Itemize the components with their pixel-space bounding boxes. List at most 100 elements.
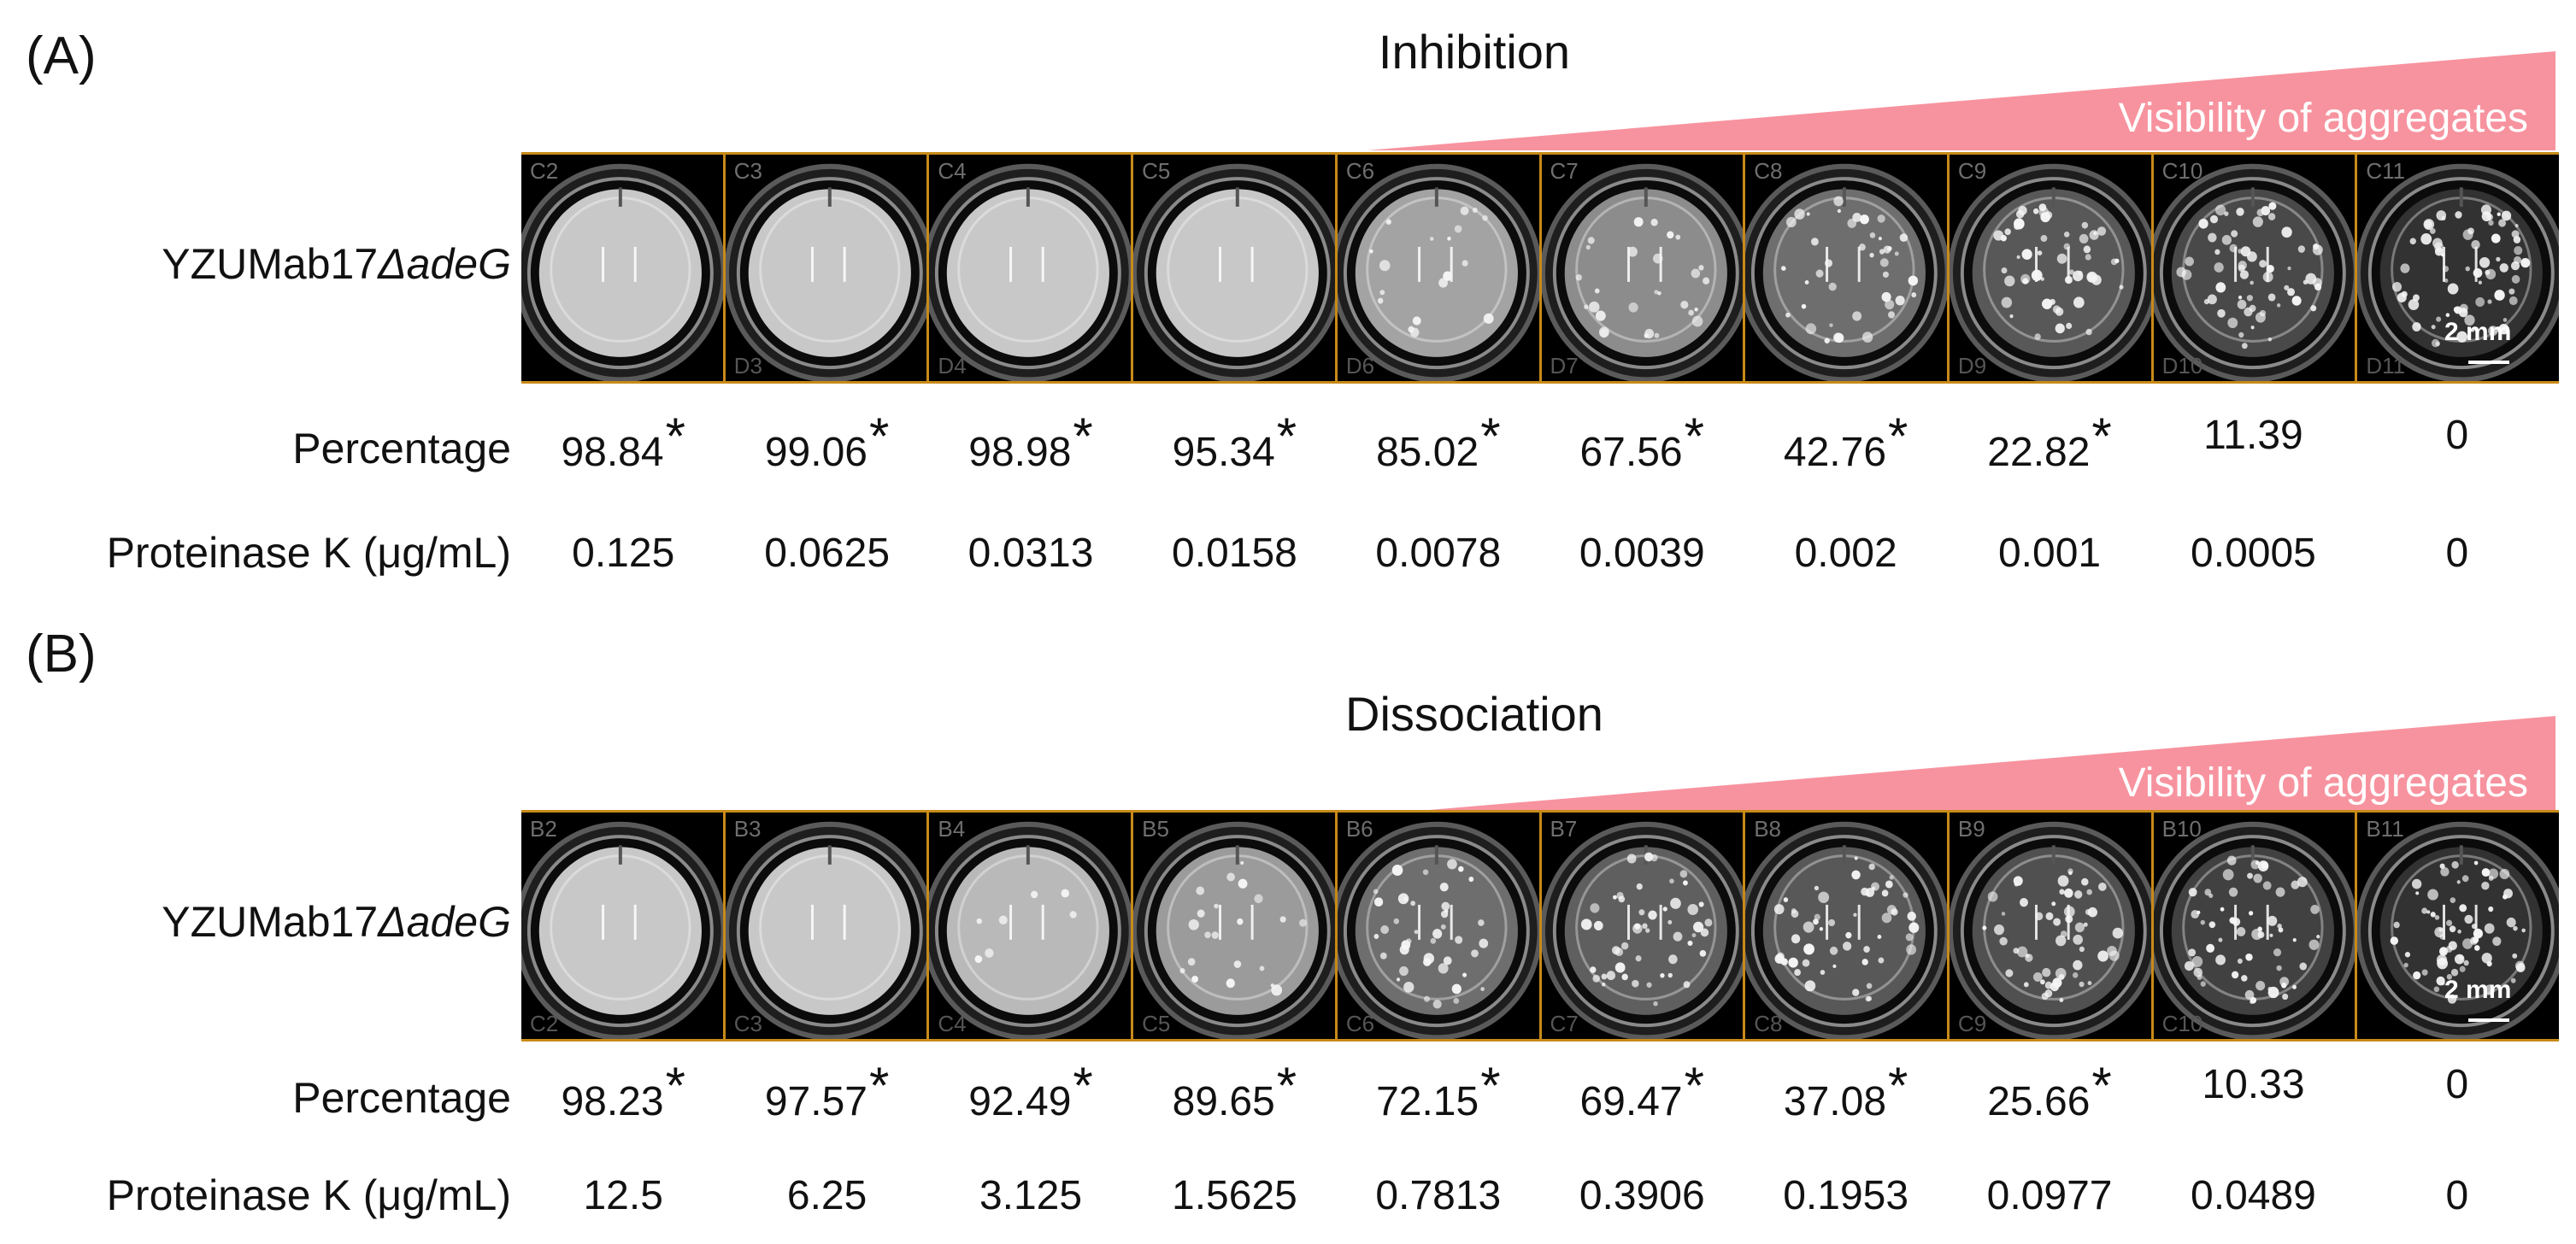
aggregate-dot [1908,922,1920,933]
aggregate-dot [2055,307,2064,316]
aggregate-dot [2491,233,2501,244]
well-image: C8 [1743,155,1947,381]
well-notch [618,845,622,865]
aggregate-dot [1881,912,1892,924]
well-image: C7 D7 [1538,155,1744,381]
aggregate-dot [1659,973,1665,978]
aggregate-dot [1691,268,1700,279]
well-id-label: B9 [1957,816,1985,842]
well-id-label-bottom: D9 [1957,353,1987,378]
concentration-value: 0.0158 [1172,531,1297,576]
aggregate-dot [1457,866,1464,872]
aggregate-dot [1785,312,1791,318]
aggregate-dot [2240,975,2248,982]
aggregate-dot [1653,290,1658,295]
aggregate-dot [2246,295,2253,302]
significance-star: * [1888,408,1908,465]
well-notch [1235,845,1239,865]
aggregate-dot [2516,962,2526,973]
well-id-label-bottom: C5 [1142,1011,1171,1036]
aggregate-dot [1774,904,1785,915]
aggregate-dot [1615,891,1624,900]
aggregate-dot [2079,981,2085,988]
aggregate-dot [1636,883,1643,890]
aggregate-dot [1591,974,1600,983]
well-reflection [1009,246,1013,282]
concentration-label: Proteinase K (μg/mL) [106,529,511,577]
well-reflection [633,904,637,940]
aggregate-dot [2511,977,2516,983]
well-reflection [2474,904,2478,940]
aggregate-dot [2068,269,2074,275]
aggregate-dot [2256,926,2262,932]
aggregate-dot [1794,969,1802,977]
aggregate-dot [2055,967,2067,979]
well-drawing [1949,821,2151,1039]
aggregate-dot [976,918,983,924]
percentage-value: 92.49 [968,1079,1072,1124]
aggregate-dot [1633,217,1644,227]
aggregate-dot [1444,909,1449,913]
significance-star: * [1480,408,1501,465]
percentage-value: 11.39 [2203,413,2303,458]
aggregate-dot [1385,219,1391,225]
aggregate-dot [1801,303,1807,309]
well-liquid [2380,189,2544,357]
concentration-value: 1.5625 [1172,1173,1297,1218]
well-id-label: C3 [733,158,762,184]
aggregate-dot [2421,907,2428,914]
aggregate-dot [1589,903,1599,913]
percentage-cell: 0 [2355,1061,2559,1120]
well-reflection [1219,246,1222,282]
well-id-label-bottom: C3 [733,1011,762,1036]
significance-star: * [868,1057,890,1114]
aggregate-dot [2238,261,2247,270]
aggregate-dot [2074,922,2085,933]
aggregate-dot [2291,984,2297,989]
aggregate-dot [2403,962,2409,968]
aggregate-dot [1905,933,1914,942]
well-notch [1644,187,1648,207]
aggregate-dot [1682,880,1688,886]
aggregate-dot [2060,930,2067,938]
aggregate-dot [2390,936,2399,945]
well-reflection [1009,904,1013,940]
aggregate-dot [1814,885,1820,891]
well-notch [1434,187,1438,207]
aggregate-dot [2184,256,2194,267]
aggregate-dot [1412,316,1421,326]
well-drawing [2153,821,2355,1039]
aggregate-dot [2275,887,2285,897]
visibility-wedge: Visibility of aggregates [1367,716,2555,815]
aggregate-dot [2494,290,2506,301]
aggregate-dot [1632,923,1643,934]
well-id-label-bottom: C8 [1754,1011,1783,1036]
aggregate-dot [2427,889,2439,901]
well-drawing [2357,163,2560,381]
aggregate-dot [2446,919,2453,927]
aggregate-dot [2086,271,2097,283]
percentage-cell: 89.65* [1132,1057,1336,1127]
significance-star: * [1684,408,1704,465]
aggregate-dot [2513,236,2521,244]
aggregate-dot [2405,952,2411,958]
percentage-cell: 99.06* [725,408,928,478]
aggregate-dot [2463,959,2470,966]
strain-label: YZUMab17ΔadeG [162,897,511,947]
aggregate-dot [1454,936,1463,944]
aggregate-dot [2073,296,2085,308]
aggregate-dot [2278,927,2284,933]
aggregate-dot [985,948,994,958]
aggregate-dot [2253,873,2262,883]
well-id-label: B8 [1754,816,1782,842]
wedge-label: Visibility of aggregates [2118,760,2528,806]
aggregate-dot [1179,968,1185,974]
aggregate-dot [2509,296,2519,306]
aggregate-dot [2505,326,2510,332]
aggregate-dot [1691,315,1703,327]
well-id-label: B10 [2161,816,2202,842]
aggregate-dot [1451,983,1461,995]
well-image: C2 [521,155,723,381]
aggregate-dot [2112,927,2123,939]
aggregate-dot [1641,923,1648,930]
